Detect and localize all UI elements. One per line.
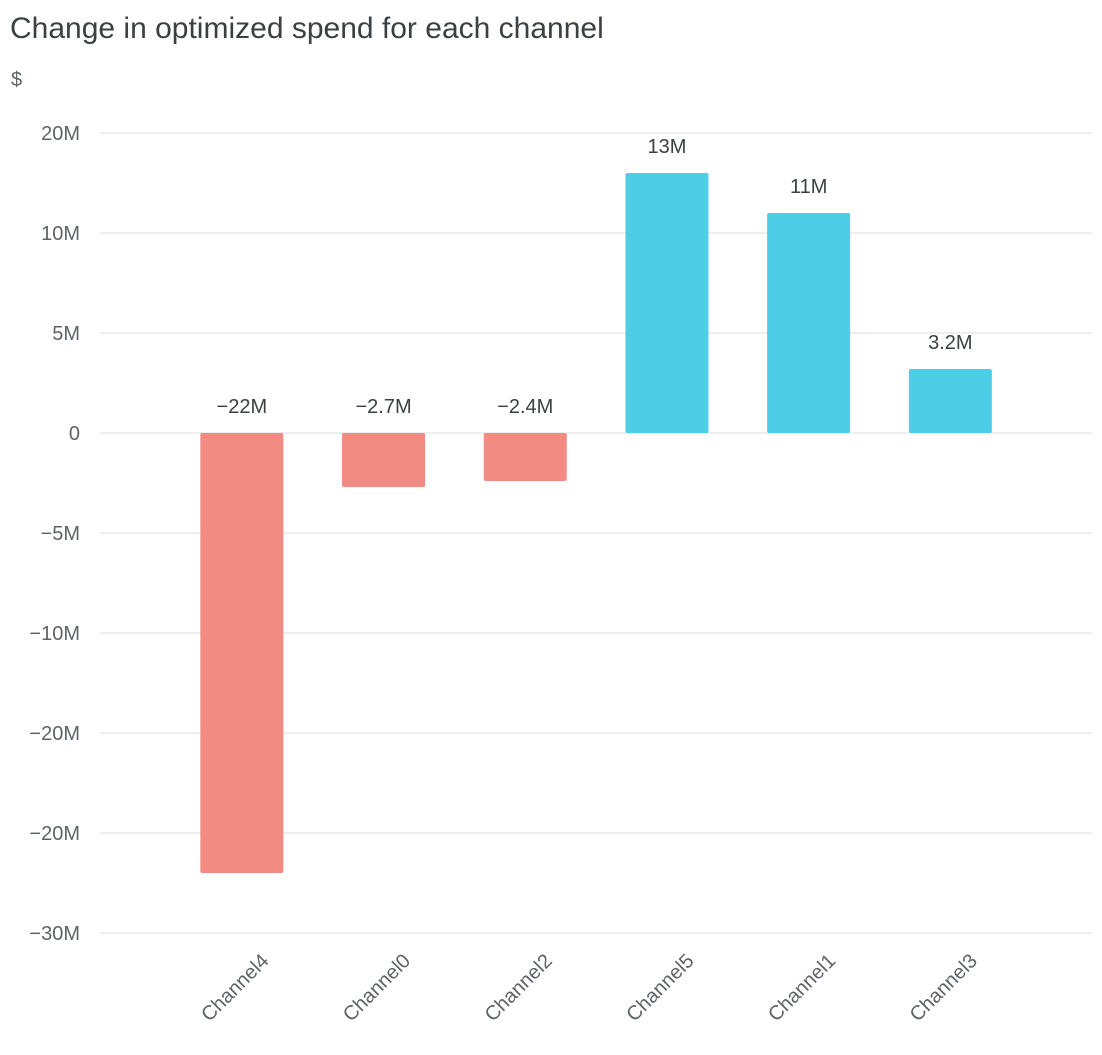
bar-channel5 bbox=[625, 173, 709, 433]
data-label: 3.2M bbox=[928, 332, 972, 354]
x-tick-label: Channel3 bbox=[906, 950, 982, 1026]
x-tick-label: Channel0 bbox=[339, 950, 415, 1026]
y-tick-label: 20M bbox=[41, 123, 80, 145]
x-tick-label: Channel4 bbox=[197, 950, 273, 1026]
y-tick-label: −10M bbox=[29, 623, 80, 645]
y-tick-label: 10M bbox=[41, 223, 80, 245]
y-tick-label: 0 bbox=[69, 423, 80, 445]
bar-channel1 bbox=[767, 213, 851, 433]
x-tick-label: Channel1 bbox=[764, 950, 840, 1026]
y-tick-label: 5M bbox=[52, 323, 80, 345]
y-tick-label: −5M bbox=[41, 523, 80, 545]
y-tick-label: −20M bbox=[29, 823, 80, 845]
x-tick-label: Channel5 bbox=[622, 950, 698, 1026]
y-tick-label: −30M bbox=[29, 923, 80, 945]
bar-channel4 bbox=[200, 433, 284, 873]
chart-title: Change in optimized spend for each chann… bbox=[10, 12, 604, 45]
data-label: −2.4M bbox=[497, 396, 553, 418]
y-tick-label: −20M bbox=[29, 723, 80, 745]
data-label: 13M bbox=[647, 136, 686, 158]
bar-channel3 bbox=[908, 369, 992, 433]
data-label: 11M bbox=[790, 176, 827, 198]
data-label: −2.7M bbox=[355, 396, 411, 418]
bar-channel0 bbox=[342, 433, 426, 487]
data-label: −22M bbox=[217, 396, 268, 418]
y-axis-label: $ bbox=[11, 69, 22, 91]
bar-channel2 bbox=[483, 433, 567, 481]
x-tick-label: Channel2 bbox=[481, 950, 557, 1026]
